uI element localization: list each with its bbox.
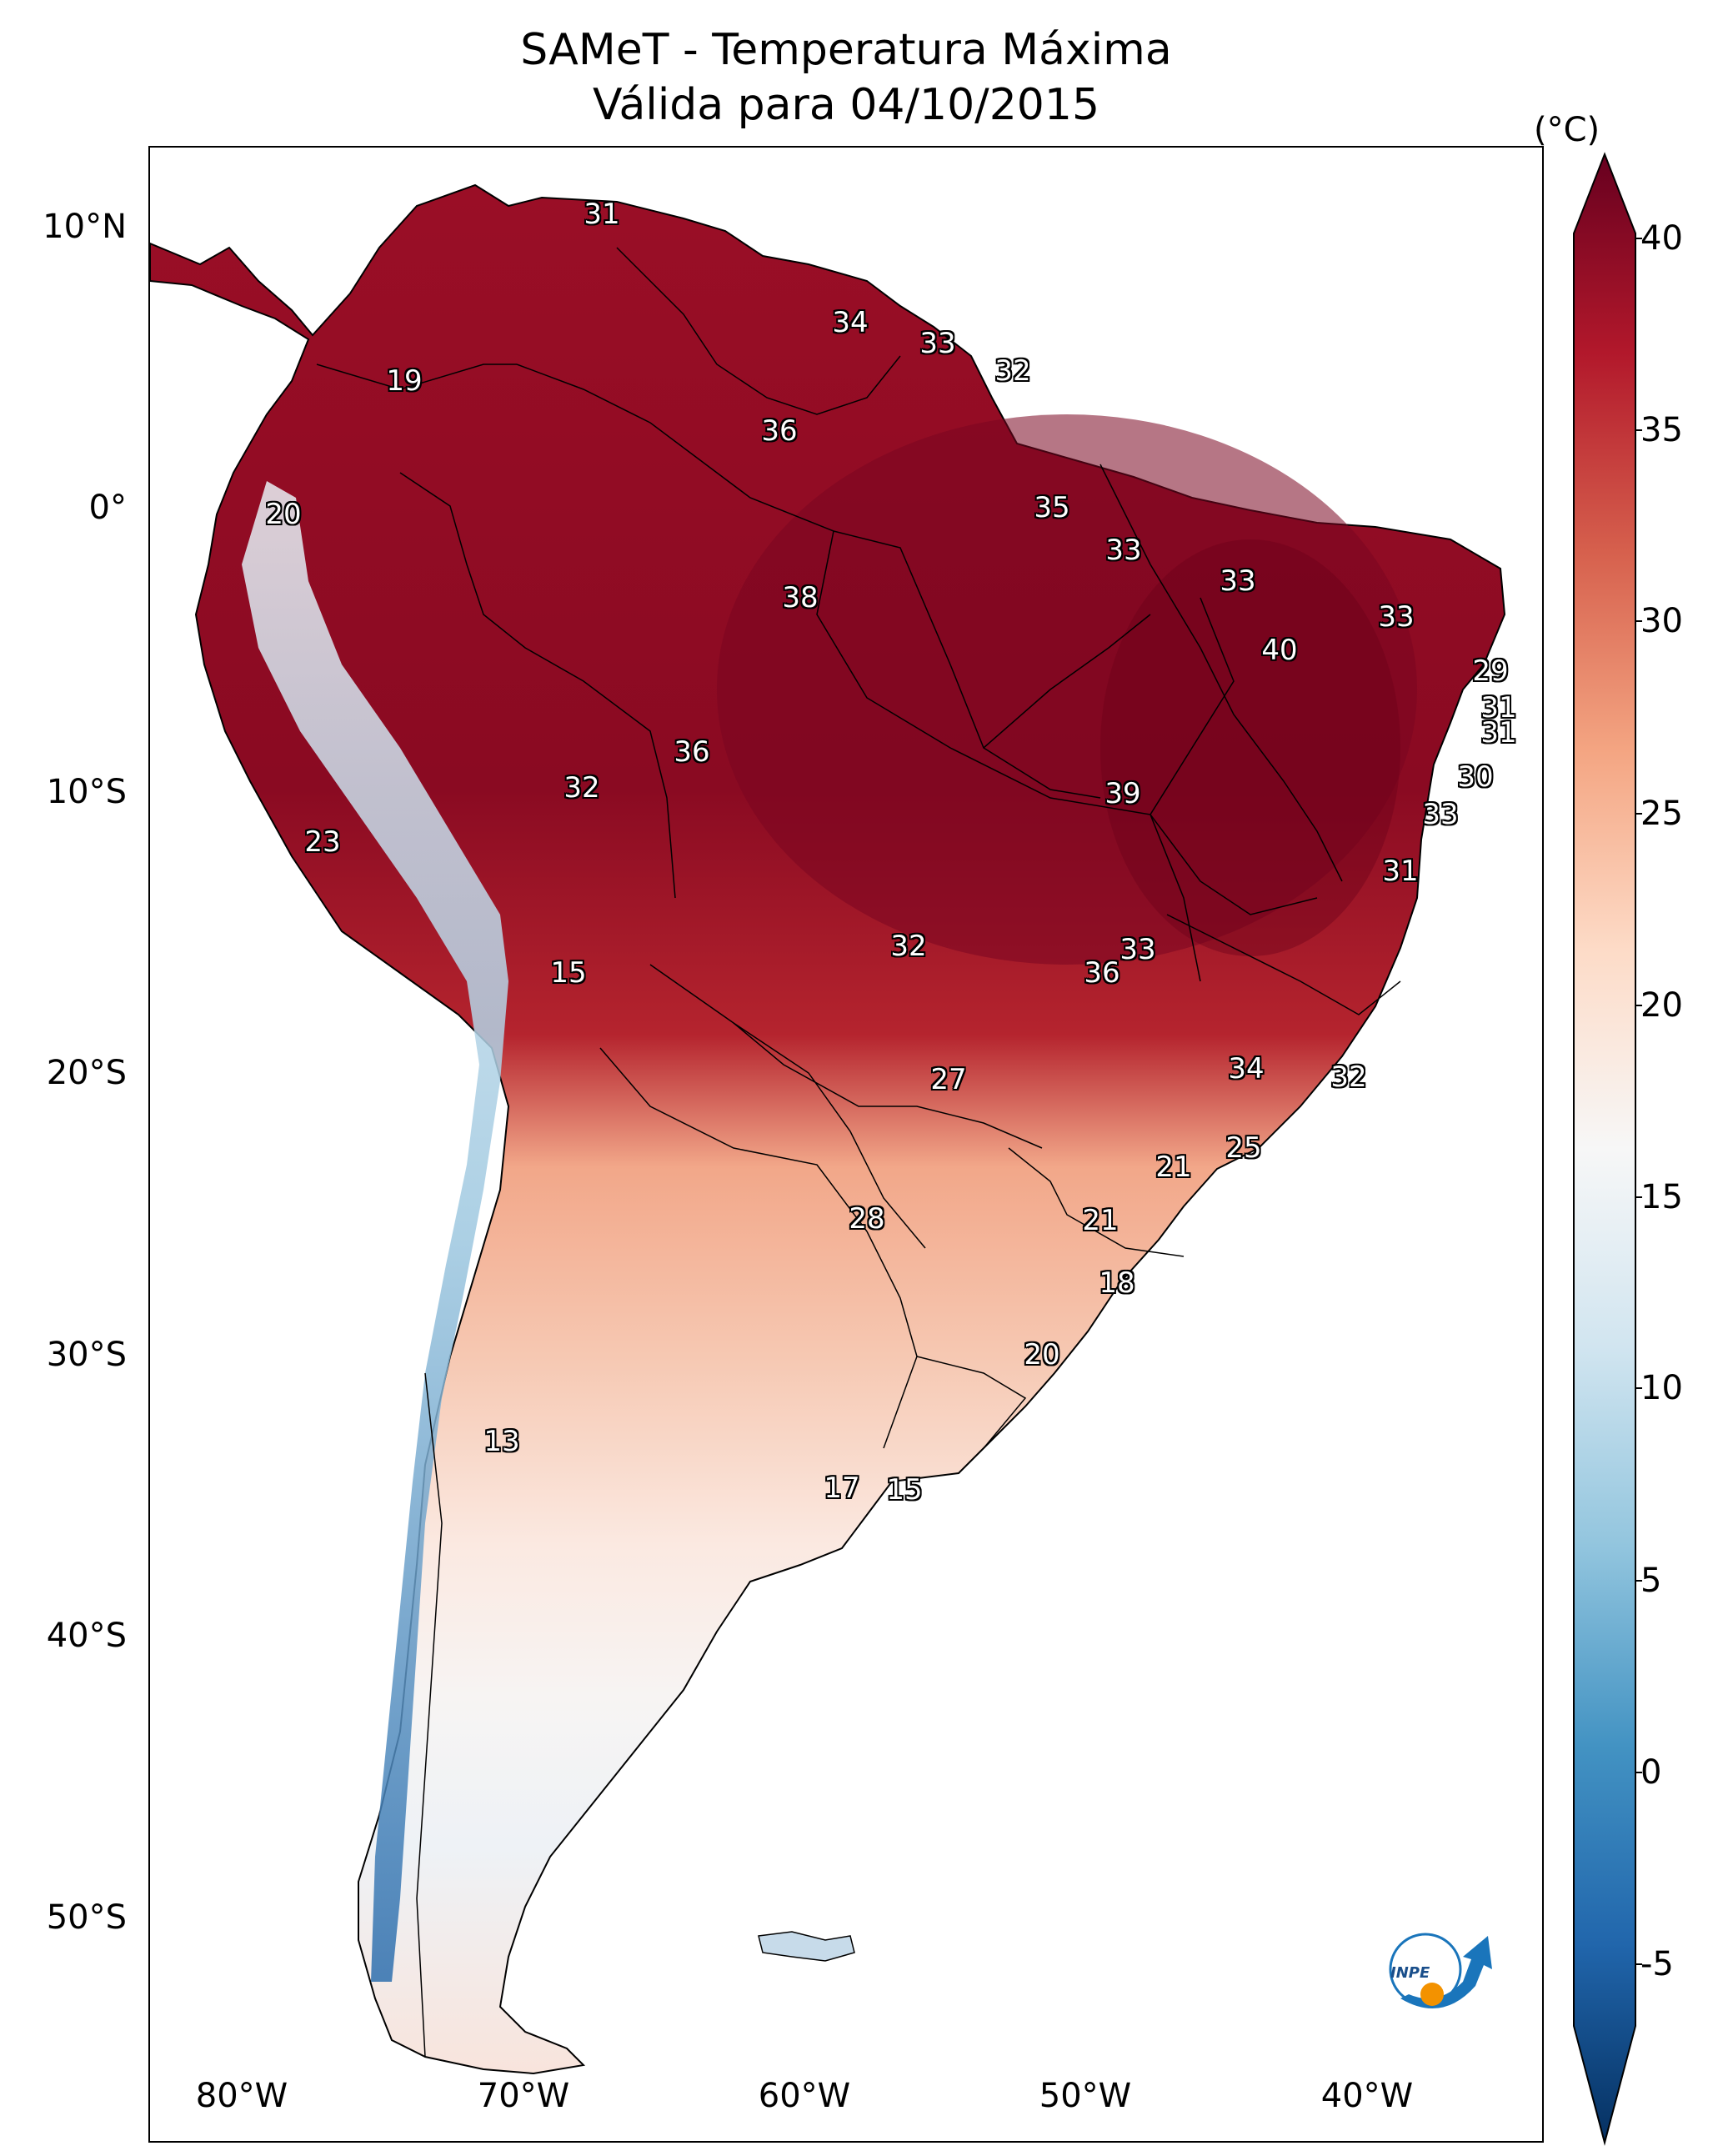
temp-label-rio-grande-do-norte: 29 bbox=[1472, 654, 1509, 688]
temp-label-minas-gerais: 34 bbox=[1228, 1052, 1265, 1086]
colorbar-unit: (°C) bbox=[1534, 111, 1600, 149]
temp-label-para-coast: 33 bbox=[1105, 534, 1142, 567]
temp-label-ecuador: 20 bbox=[265, 498, 302, 531]
lat-label-50s: 50°S bbox=[46, 1898, 127, 1937]
map-title: SAMeT - Temperatura Máxima bbox=[520, 25, 1172, 75]
lat-label-10n: 10°N bbox=[43, 208, 127, 246]
temp-label-rio-de-janeiro: 25 bbox=[1225, 1131, 1262, 1165]
temp-label-sao-paulo: 21 bbox=[1155, 1151, 1192, 1184]
colorbar-tick-35: 35 bbox=[1640, 411, 1683, 449]
temp-label-tocantins: 39 bbox=[1104, 777, 1141, 810]
temp-label-uruguay-coast: 15 bbox=[886, 1473, 923, 1507]
colorbar-tick-10: 10 bbox=[1640, 1369, 1683, 1407]
temp-label-rio-grande-do-sul: 20 bbox=[1024, 1338, 1060, 1371]
temp-label-roraima: 36 bbox=[761, 414, 798, 448]
temp-label-suriname: 33 bbox=[919, 327, 956, 360]
temp-label-alagoas: 30 bbox=[1457, 760, 1494, 794]
temp-label-bahia-coast: 31 bbox=[1382, 855, 1419, 888]
map-plot-area: 31 19 34 33 32 36 20 35 33 33 38 33 40 2… bbox=[148, 146, 1544, 2143]
colorbar-tick-5: 5 bbox=[1640, 1562, 1662, 1600]
temp-label-buenos-aires: 17 bbox=[824, 1472, 860, 1505]
colorbar bbox=[1573, 152, 1642, 2146]
temp-label-acre: 32 bbox=[563, 771, 600, 805]
colorbar-tick-15: 15 bbox=[1640, 1178, 1683, 1216]
inpe-logo-icon: INPE bbox=[1389, 1933, 1492, 2008]
temp-label-espirito-santo: 32 bbox=[1330, 1060, 1367, 1094]
temp-label-piaui: 40 bbox=[1261, 634, 1298, 667]
temp-label-santa-catarina: 18 bbox=[1099, 1266, 1135, 1300]
colorbar-tick-40: 40 bbox=[1640, 219, 1683, 258]
south-america-map bbox=[150, 183, 1506, 2075]
temp-label-north-coast-venezuela: 31 bbox=[584, 198, 620, 231]
temp-label-goias-north: 33 bbox=[1119, 933, 1156, 966]
falkland-islands bbox=[758, 1931, 855, 1962]
temp-label-paraguay: 28 bbox=[849, 1202, 885, 1236]
temp-label-guyana: 34 bbox=[832, 306, 869, 339]
andes-cold-band bbox=[242, 481, 508, 1982]
logo-text: INPE bbox=[1390, 1964, 1430, 1982]
colorbar-tick-30: 30 bbox=[1640, 602, 1683, 640]
temp-label-sergipe: 33 bbox=[1422, 798, 1459, 831]
temp-label-paraiba: 31 bbox=[1480, 691, 1517, 725]
lon-label-60w: 60°W bbox=[758, 2077, 851, 2115]
colorbar-tick-0: 0 bbox=[1640, 1753, 1662, 1792]
temp-label-acre-amazonas: 36 bbox=[674, 735, 710, 769]
hot-core-region bbox=[717, 414, 1417, 965]
temp-label-bolivia: 32 bbox=[890, 930, 927, 963]
lon-label-50w: 50°W bbox=[1039, 2077, 1132, 2115]
temp-label-goias: 36 bbox=[1084, 956, 1120, 990]
temp-label-peru-coast: 23 bbox=[304, 825, 341, 859]
lat-label-0: 0° bbox=[88, 489, 127, 527]
temp-label-mato-grosso-do-sul: 27 bbox=[930, 1063, 967, 1096]
lat-label-20s: 20°S bbox=[46, 1054, 127, 1092]
map-subtitle: Válida para 04/10/2015 bbox=[592, 80, 1100, 130]
temp-label-parana: 21 bbox=[1082, 1204, 1119, 1237]
lat-label-40s: 40°S bbox=[46, 1617, 127, 1655]
political-borders bbox=[316, 247, 1401, 2058]
lon-label-40w: 40°W bbox=[1320, 2077, 1414, 2115]
colorbar-tick-minus5: -5 bbox=[1640, 1945, 1674, 1983]
lon-label-80w: 80°W bbox=[195, 2077, 288, 2115]
temp-label-bolivia-andes: 15 bbox=[550, 956, 587, 990]
continent-landmass bbox=[150, 183, 1506, 2075]
temp-label-chile-andes: 13 bbox=[483, 1425, 520, 1458]
temp-label-pernambuco: 31 bbox=[1480, 716, 1517, 750]
lat-label-10s: 10°S bbox=[46, 773, 127, 811]
temp-label-colombia-andes: 19 bbox=[386, 364, 423, 398]
temp-label-maranhao-coast: 33 bbox=[1220, 564, 1256, 598]
lon-label-70w: 70°W bbox=[477, 2077, 570, 2115]
temp-label-amapa: 35 bbox=[1034, 491, 1070, 524]
hot-core-region-east bbox=[1100, 539, 1400, 956]
temp-label-french-guiana: 32 bbox=[994, 354, 1031, 388]
lat-label-30s: 30°S bbox=[46, 1336, 127, 1374]
colorbar-tick-25: 25 bbox=[1640, 795, 1683, 833]
temp-label-amazonas: 38 bbox=[782, 581, 819, 614]
temp-label-ceara-coast: 33 bbox=[1378, 600, 1415, 634]
colorbar-tick-20: 20 bbox=[1640, 986, 1683, 1025]
